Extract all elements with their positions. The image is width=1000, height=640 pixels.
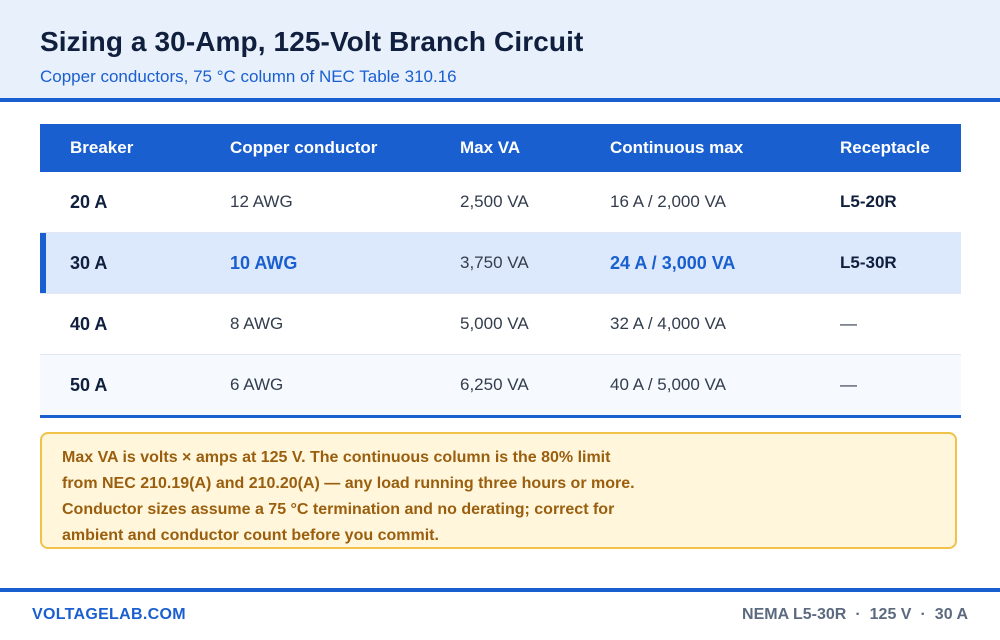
conductor-cell: 8 AWG xyxy=(230,314,284,333)
max-va-cell: 5,000 VA xyxy=(460,314,529,333)
conductor-cell: 6 AWG xyxy=(230,375,284,394)
separator-dot: · xyxy=(920,606,926,623)
table-row: 40 A 8 AWG 5,000 VA 32 A / 4,000 VA — xyxy=(40,294,961,355)
conductor-cell: 12 AWG xyxy=(230,192,293,211)
column-header-max-va: Max VA xyxy=(460,138,521,157)
receptacle-cell: — xyxy=(840,314,857,333)
column-header-conductor: Copper conductor xyxy=(230,138,378,157)
max-va-cell: 2,500 VA xyxy=(460,192,529,211)
note-line: Conductor sizes assume a 75 °C terminati… xyxy=(62,501,615,518)
table-row-highlighted: 30 A 10 AWG 3,750 VA 24 A / 3,000 VA L5-… xyxy=(40,233,961,294)
breaker-cell: 20 A xyxy=(70,191,108,212)
spec-receptacle: NEMA L5-30R xyxy=(742,606,847,623)
receptacle-cell: L5-20R xyxy=(840,192,897,211)
continuous-cell: 16 A / 2,000 VA xyxy=(610,192,726,211)
table-row: 20 A 12 AWG 2,500 VA 16 A / 2,000 VA L5-… xyxy=(40,172,961,233)
column-header-receptacle: Receptacle xyxy=(840,138,930,157)
continuous-cell: 24 A / 3,000 VA xyxy=(610,252,736,273)
note-callout: Max VA is volts × amps at 125 V. The con… xyxy=(40,432,957,549)
table-header-row: Breaker Copper conductor Max VA Continuo… xyxy=(40,124,961,172)
site-name: VOLTAGELAB.COM xyxy=(32,606,186,623)
breaker-cell: 50 A xyxy=(70,374,108,395)
receptacle-cell: L5-30R xyxy=(840,253,897,272)
page-subtitle: Copper conductors, 75 °C column of NEC T… xyxy=(40,67,457,86)
table-row: 50 A 6 AWG 6,250 VA 40 A / 5,000 VA — xyxy=(40,355,961,415)
breaker-cell: 30 A xyxy=(70,252,108,273)
page-title: Sizing a 30-Amp, 125-Volt Branch Circuit xyxy=(40,26,584,57)
max-va-cell: 6,250 VA xyxy=(460,375,529,394)
spec-amps: 30 A xyxy=(934,606,968,623)
circuit-sizing-table: Breaker Copper conductor Max VA Continuo… xyxy=(40,124,961,418)
spec-voltage: 125 V xyxy=(869,606,912,623)
spec-summary: NEMA L5-30R · 125 V · 30 A xyxy=(742,606,968,624)
page-header: Sizing a 30-Amp, 125-Volt Branch Circuit… xyxy=(0,0,1000,102)
breaker-cell: 40 A xyxy=(70,313,108,334)
column-header-continuous: Continuous max xyxy=(610,138,744,157)
conductor-cell: 10 AWG xyxy=(230,252,298,273)
continuous-cell: 40 A / 5,000 VA xyxy=(610,375,726,394)
column-header-breaker: Breaker xyxy=(70,138,134,157)
note-line: ambient and conductor count before you c… xyxy=(62,527,439,544)
continuous-cell: 32 A / 4,000 VA xyxy=(610,314,726,333)
receptacle-cell: — xyxy=(840,375,857,394)
footer-divider xyxy=(0,588,1000,592)
note-line: Max VA is volts × amps at 125 V. The con… xyxy=(62,449,611,466)
note-line: from NEC 210.19(A) and 210.20(A) — any l… xyxy=(62,475,635,492)
separator-dot: · xyxy=(855,606,861,623)
max-va-cell: 3,750 VA xyxy=(460,253,529,272)
